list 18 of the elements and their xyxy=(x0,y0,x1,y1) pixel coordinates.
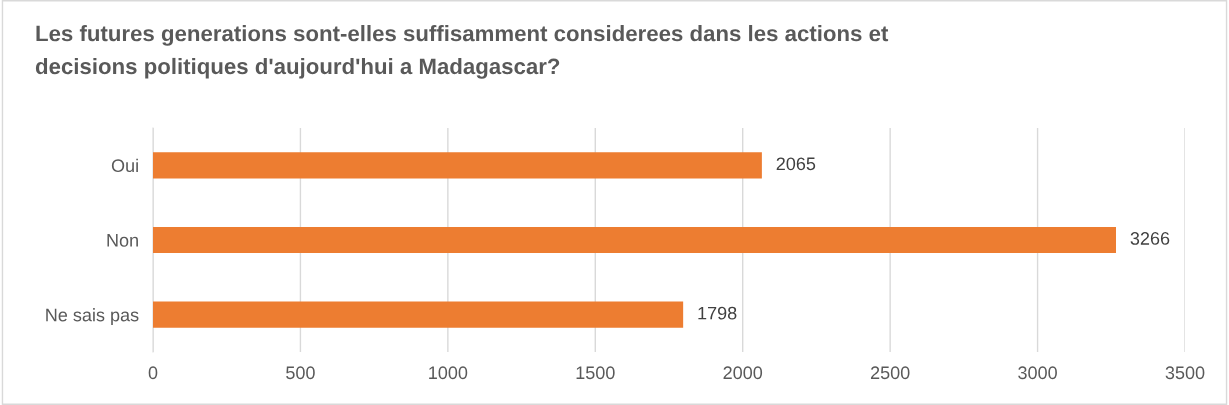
bar xyxy=(153,301,684,328)
x-tick-label: 3000 xyxy=(1018,366,1057,380)
bar xyxy=(153,152,762,179)
y-tick-label: Non xyxy=(107,234,138,247)
x-tick-label: 1000 xyxy=(429,366,468,380)
x-tick-label: 3500 xyxy=(1165,366,1205,380)
data-label: 2065 xyxy=(776,157,816,171)
x-tick-label: 500 xyxy=(286,366,315,380)
y-tick-label: Ne sais pas xyxy=(46,308,139,325)
x-tick-label: 0 xyxy=(148,366,158,380)
bar xyxy=(153,226,1116,254)
data-label: 1798 xyxy=(698,306,737,320)
y-tick-label: Oui xyxy=(111,158,138,173)
x-tick-label: 2000 xyxy=(723,366,763,380)
x-tick-label: 1500 xyxy=(576,366,615,380)
data-label: 3266 xyxy=(1130,232,1170,245)
x-tick-label: 2500 xyxy=(870,366,910,380)
chart-title: Les futures generations sont-elles suffisamment considerees dans les actions et decisions politiques d'aujourd'hui a Madagascar? xyxy=(35,25,889,79)
